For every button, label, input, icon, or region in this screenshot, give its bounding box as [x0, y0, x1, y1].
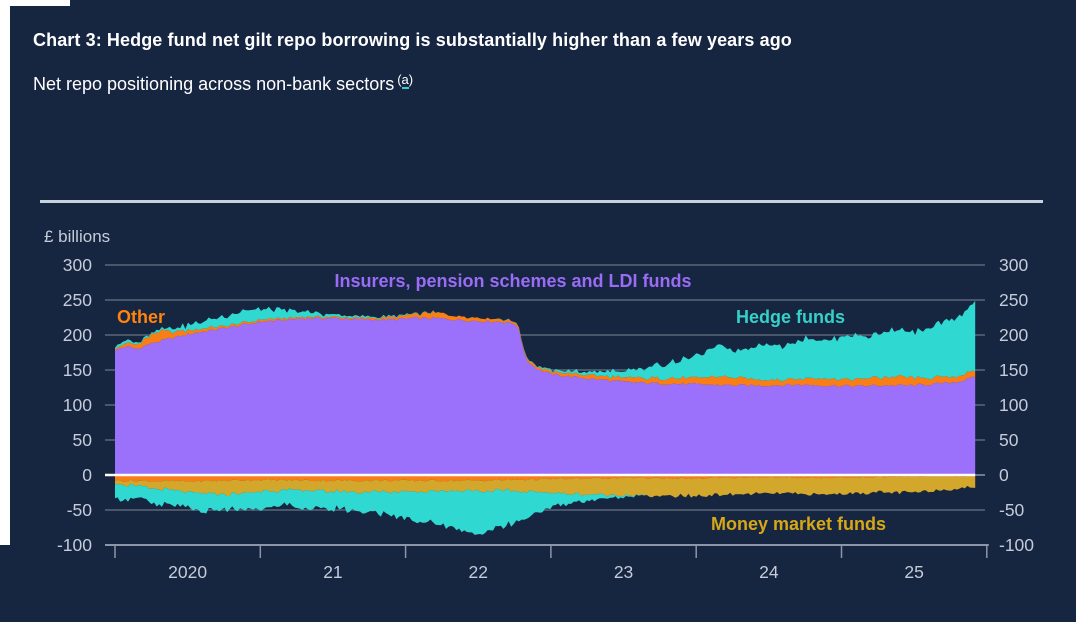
- y-tick-right--50: -50: [999, 500, 1025, 520]
- y-tick-right-100: 100: [999, 395, 1029, 415]
- money-market-funds-series-label: Money market funds: [711, 514, 887, 534]
- y-tick-left-150: 150: [62, 360, 92, 380]
- y-tick-left-0: 0: [82, 465, 92, 485]
- x-tick-24: 24: [759, 562, 779, 582]
- insurers-series-label: Insurers, pension schemes and LDI funds: [334, 271, 692, 291]
- x-tick-23: 23: [613, 562, 634, 582]
- y-tick-right-250: 250: [999, 290, 1029, 310]
- page-edge-left: [0, 0, 10, 545]
- y-axis-title: £ billions: [44, 227, 111, 246]
- y-tick-left-250: 250: [62, 290, 92, 310]
- subtitle-text: Net repo positioning across non-bank sec…: [33, 74, 395, 94]
- footnote-a-link[interactable]: (a): [397, 72, 414, 89]
- x-tick-2020: 2020: [168, 562, 208, 582]
- x-tick-21: 21: [323, 562, 343, 582]
- x-tick-25: 25: [904, 562, 924, 582]
- other-series-label: Other: [117, 307, 166, 327]
- y-tick-left-200: 200: [62, 325, 92, 345]
- x-tick-22: 22: [468, 562, 488, 582]
- y-tick-left-300: 300: [62, 255, 92, 275]
- y-tick-right-0: 0: [999, 465, 1009, 485]
- y-tick-right--100: -100: [999, 535, 1035, 555]
- y-tick-left-100: 100: [62, 395, 92, 415]
- y-tick-right-150: 150: [999, 360, 1029, 380]
- y-tick-right-200: 200: [999, 325, 1029, 345]
- hedge-funds-series-label: Hedge funds: [736, 307, 846, 327]
- y-tick-right-300: 300: [999, 255, 1029, 275]
- y-tick-left-50: 50: [72, 430, 92, 450]
- separator-line: [40, 200, 1043, 203]
- y-tick-right-50: 50: [999, 430, 1019, 450]
- chart-subtitle: Net repo positioning across non-bank sec…: [33, 72, 1043, 95]
- page-edge-top: [0, 0, 70, 6]
- chart-title: Chart 3: Hedge fund net gilt repo borrow…: [33, 30, 792, 50]
- y-tick-left--100: -100: [56, 535, 92, 555]
- y-tick-left--50: -50: [66, 500, 92, 520]
